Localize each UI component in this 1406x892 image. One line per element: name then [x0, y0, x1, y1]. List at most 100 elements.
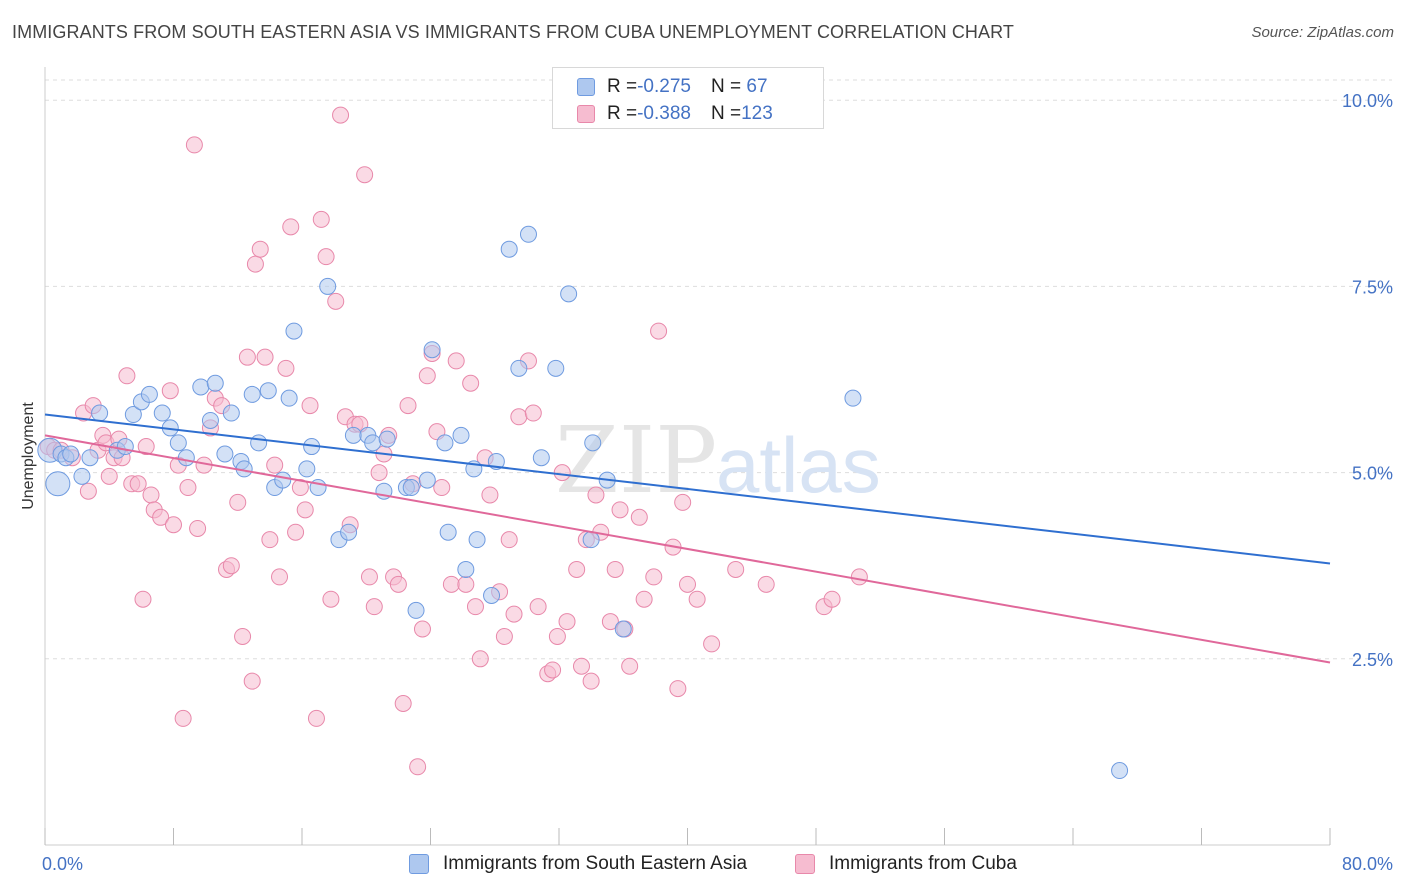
data-point-cuba — [327, 292, 345, 310]
data-point-cuba — [558, 613, 576, 631]
data-point-cuba — [466, 598, 484, 616]
data-point-cuba — [137, 438, 155, 456]
data-point-cuba — [243, 672, 261, 690]
data-point-sea — [319, 277, 337, 295]
correlation-legend: R = -0.275 N = 67 R = -0.388 N = 123 — [552, 67, 824, 129]
x-tick-label: 80.0% — [1342, 854, 1393, 874]
data-point-sea — [153, 404, 171, 422]
data-point-sea — [285, 322, 303, 340]
y-axis-label: Unemployment — [20, 402, 37, 510]
data-point-cuba — [481, 486, 499, 504]
data-point-cuba — [282, 218, 300, 236]
data-point-cuba — [495, 627, 513, 645]
data-point-cuba — [229, 493, 247, 511]
data-point-cuba — [152, 508, 170, 526]
data-point-cuba — [118, 367, 136, 385]
data-point-sea — [436, 434, 454, 452]
bottom-legend-label-blue: Immigrants from South Eastern Asia — [443, 853, 748, 874]
legend-r-label: R = — [607, 76, 638, 97]
data-point-cuba — [500, 531, 518, 549]
data-point-cuba — [165, 516, 182, 534]
data-point-cuba — [630, 508, 648, 526]
data-point-cuba — [850, 568, 868, 586]
data-point-cuba — [409, 758, 427, 776]
y-tick-label: 10.0% — [1342, 91, 1393, 111]
data-point-cuba — [161, 382, 179, 400]
x-tick-label: 0.0% — [42, 854, 83, 874]
legend-swatch-pink — [577, 105, 595, 123]
data-point-sea — [274, 471, 292, 489]
data-point-sea — [116, 438, 134, 456]
bottom-legend-pink: Immigrants from Cuba — [795, 851, 1017, 877]
data-point-cuba — [129, 475, 147, 493]
data-point-sea — [201, 411, 219, 429]
data-point-sea — [259, 382, 277, 400]
legend-n-label: N = — [710, 103, 742, 124]
y-tick-labels: 2.5% 5.0% 7.5% 10.0% — [1342, 91, 1393, 670]
y-tick-label: 5.0% — [1352, 464, 1393, 484]
data-point-sea — [844, 389, 862, 407]
legend-n-value: 123 — [741, 103, 773, 124]
data-point-sea — [250, 434, 268, 452]
data-point-sea — [614, 620, 632, 638]
data-point-cuba — [601, 613, 619, 631]
data-point-sea — [124, 406, 142, 424]
data-point-cuba — [544, 661, 562, 679]
x-tick-labels: 0.0% 80.0% — [42, 854, 1393, 874]
data-point-cuba — [142, 486, 160, 504]
data-point-cuba — [418, 367, 436, 385]
data-point-sea — [243, 385, 261, 403]
data-point-sea — [452, 426, 470, 444]
data-point-sea — [532, 449, 550, 467]
bottom-legend-blue: Immigrants from South Eastern Asia — [409, 851, 747, 877]
data-point-sea — [468, 531, 486, 549]
data-point-cuba — [356, 166, 374, 184]
data-point-cuba — [433, 479, 451, 497]
data-point-cuba — [703, 635, 721, 653]
data-point-sea — [177, 449, 195, 467]
data-point-cuba — [442, 575, 460, 593]
chart-title: IMMIGRANTS FROM SOUTH EASTERN ASIA VS IM… — [12, 22, 1015, 42]
data-point-cuba — [587, 486, 605, 504]
data-point-sea — [298, 460, 316, 478]
watermark-atlas: atlas — [716, 421, 881, 509]
data-point-sea — [280, 389, 298, 407]
data-point-cuba — [524, 404, 542, 422]
data-point-cuba — [222, 557, 240, 575]
data-point-cuba — [134, 590, 152, 608]
data-point-sea — [500, 240, 518, 258]
y-axis-title: Unemployment — [20, 402, 37, 510]
data-point-cuba — [296, 501, 314, 519]
data-point-sea — [73, 467, 91, 485]
data-point-cuba — [332, 106, 350, 124]
trend-lines — [44, 413, 1331, 664]
data-point-sea — [457, 560, 475, 578]
data-point-sea — [216, 445, 234, 463]
data-point-cuba — [606, 560, 624, 578]
data-point-sea — [407, 601, 425, 619]
data-point-cuba — [688, 590, 706, 608]
data-point-cuba — [548, 627, 566, 645]
data-point-cuba — [679, 575, 696, 593]
series-blue-points — [37, 225, 1129, 780]
data-point-cuba — [322, 590, 340, 608]
data-point-cuba — [471, 650, 489, 668]
data-point-cuba — [674, 493, 692, 511]
bottom-legend-swatch-blue — [409, 854, 429, 874]
gridlines — [45, 79, 1392, 660]
legend-r-label: R = — [607, 103, 638, 124]
legend-r-value: -0.388 — [637, 103, 691, 124]
data-point-cuba — [238, 348, 256, 366]
data-point-sea — [340, 523, 358, 541]
data-point-cuba — [301, 397, 319, 415]
data-point-cuba — [457, 575, 475, 593]
data-point-cuba — [635, 590, 653, 608]
y-tick-label: 7.5% — [1352, 277, 1393, 297]
data-point-cuba — [823, 590, 841, 608]
data-point-cuba — [287, 523, 305, 541]
data-point-sea — [45, 471, 71, 497]
data-point-cuba — [256, 348, 274, 366]
legend-row-blue: R = -0.275 N = 67 — [577, 74, 768, 100]
watermark-zip: ZIP — [555, 407, 717, 514]
